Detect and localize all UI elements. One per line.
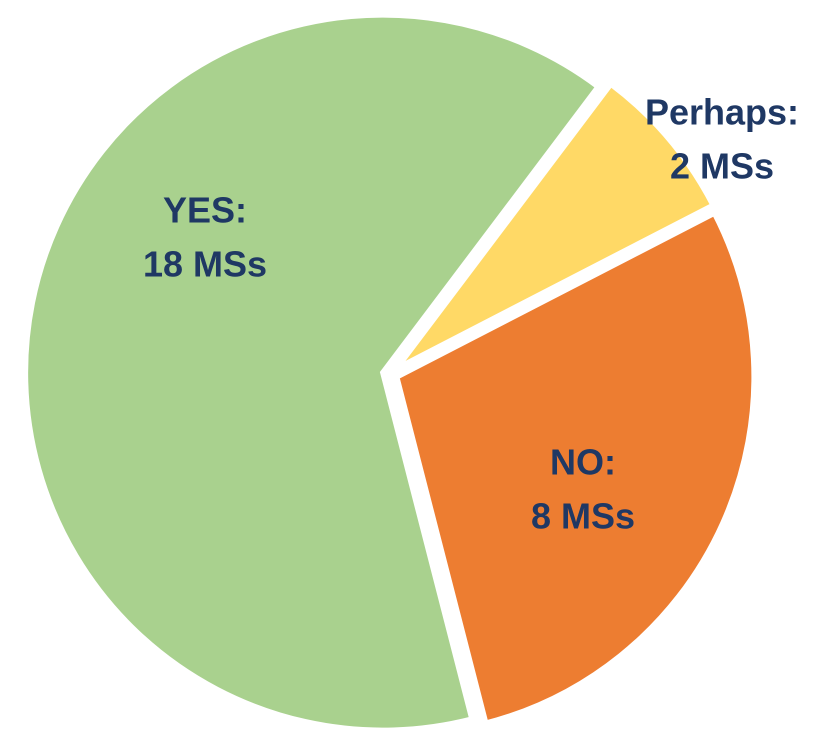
slice-value-label: 18 MSs <box>143 244 267 285</box>
slice-category-label: NO: <box>550 442 616 483</box>
slice-value-label: 2 MSs <box>670 146 774 187</box>
pie-slice <box>22 11 603 734</box>
slice-category-label: Perhaps: <box>645 92 799 133</box>
slice-category-label: YES: <box>163 190 247 231</box>
slice-value-label: 8 MSs <box>531 496 635 537</box>
pie-slice <box>392 208 758 728</box>
pie-slice <box>392 79 718 373</box>
